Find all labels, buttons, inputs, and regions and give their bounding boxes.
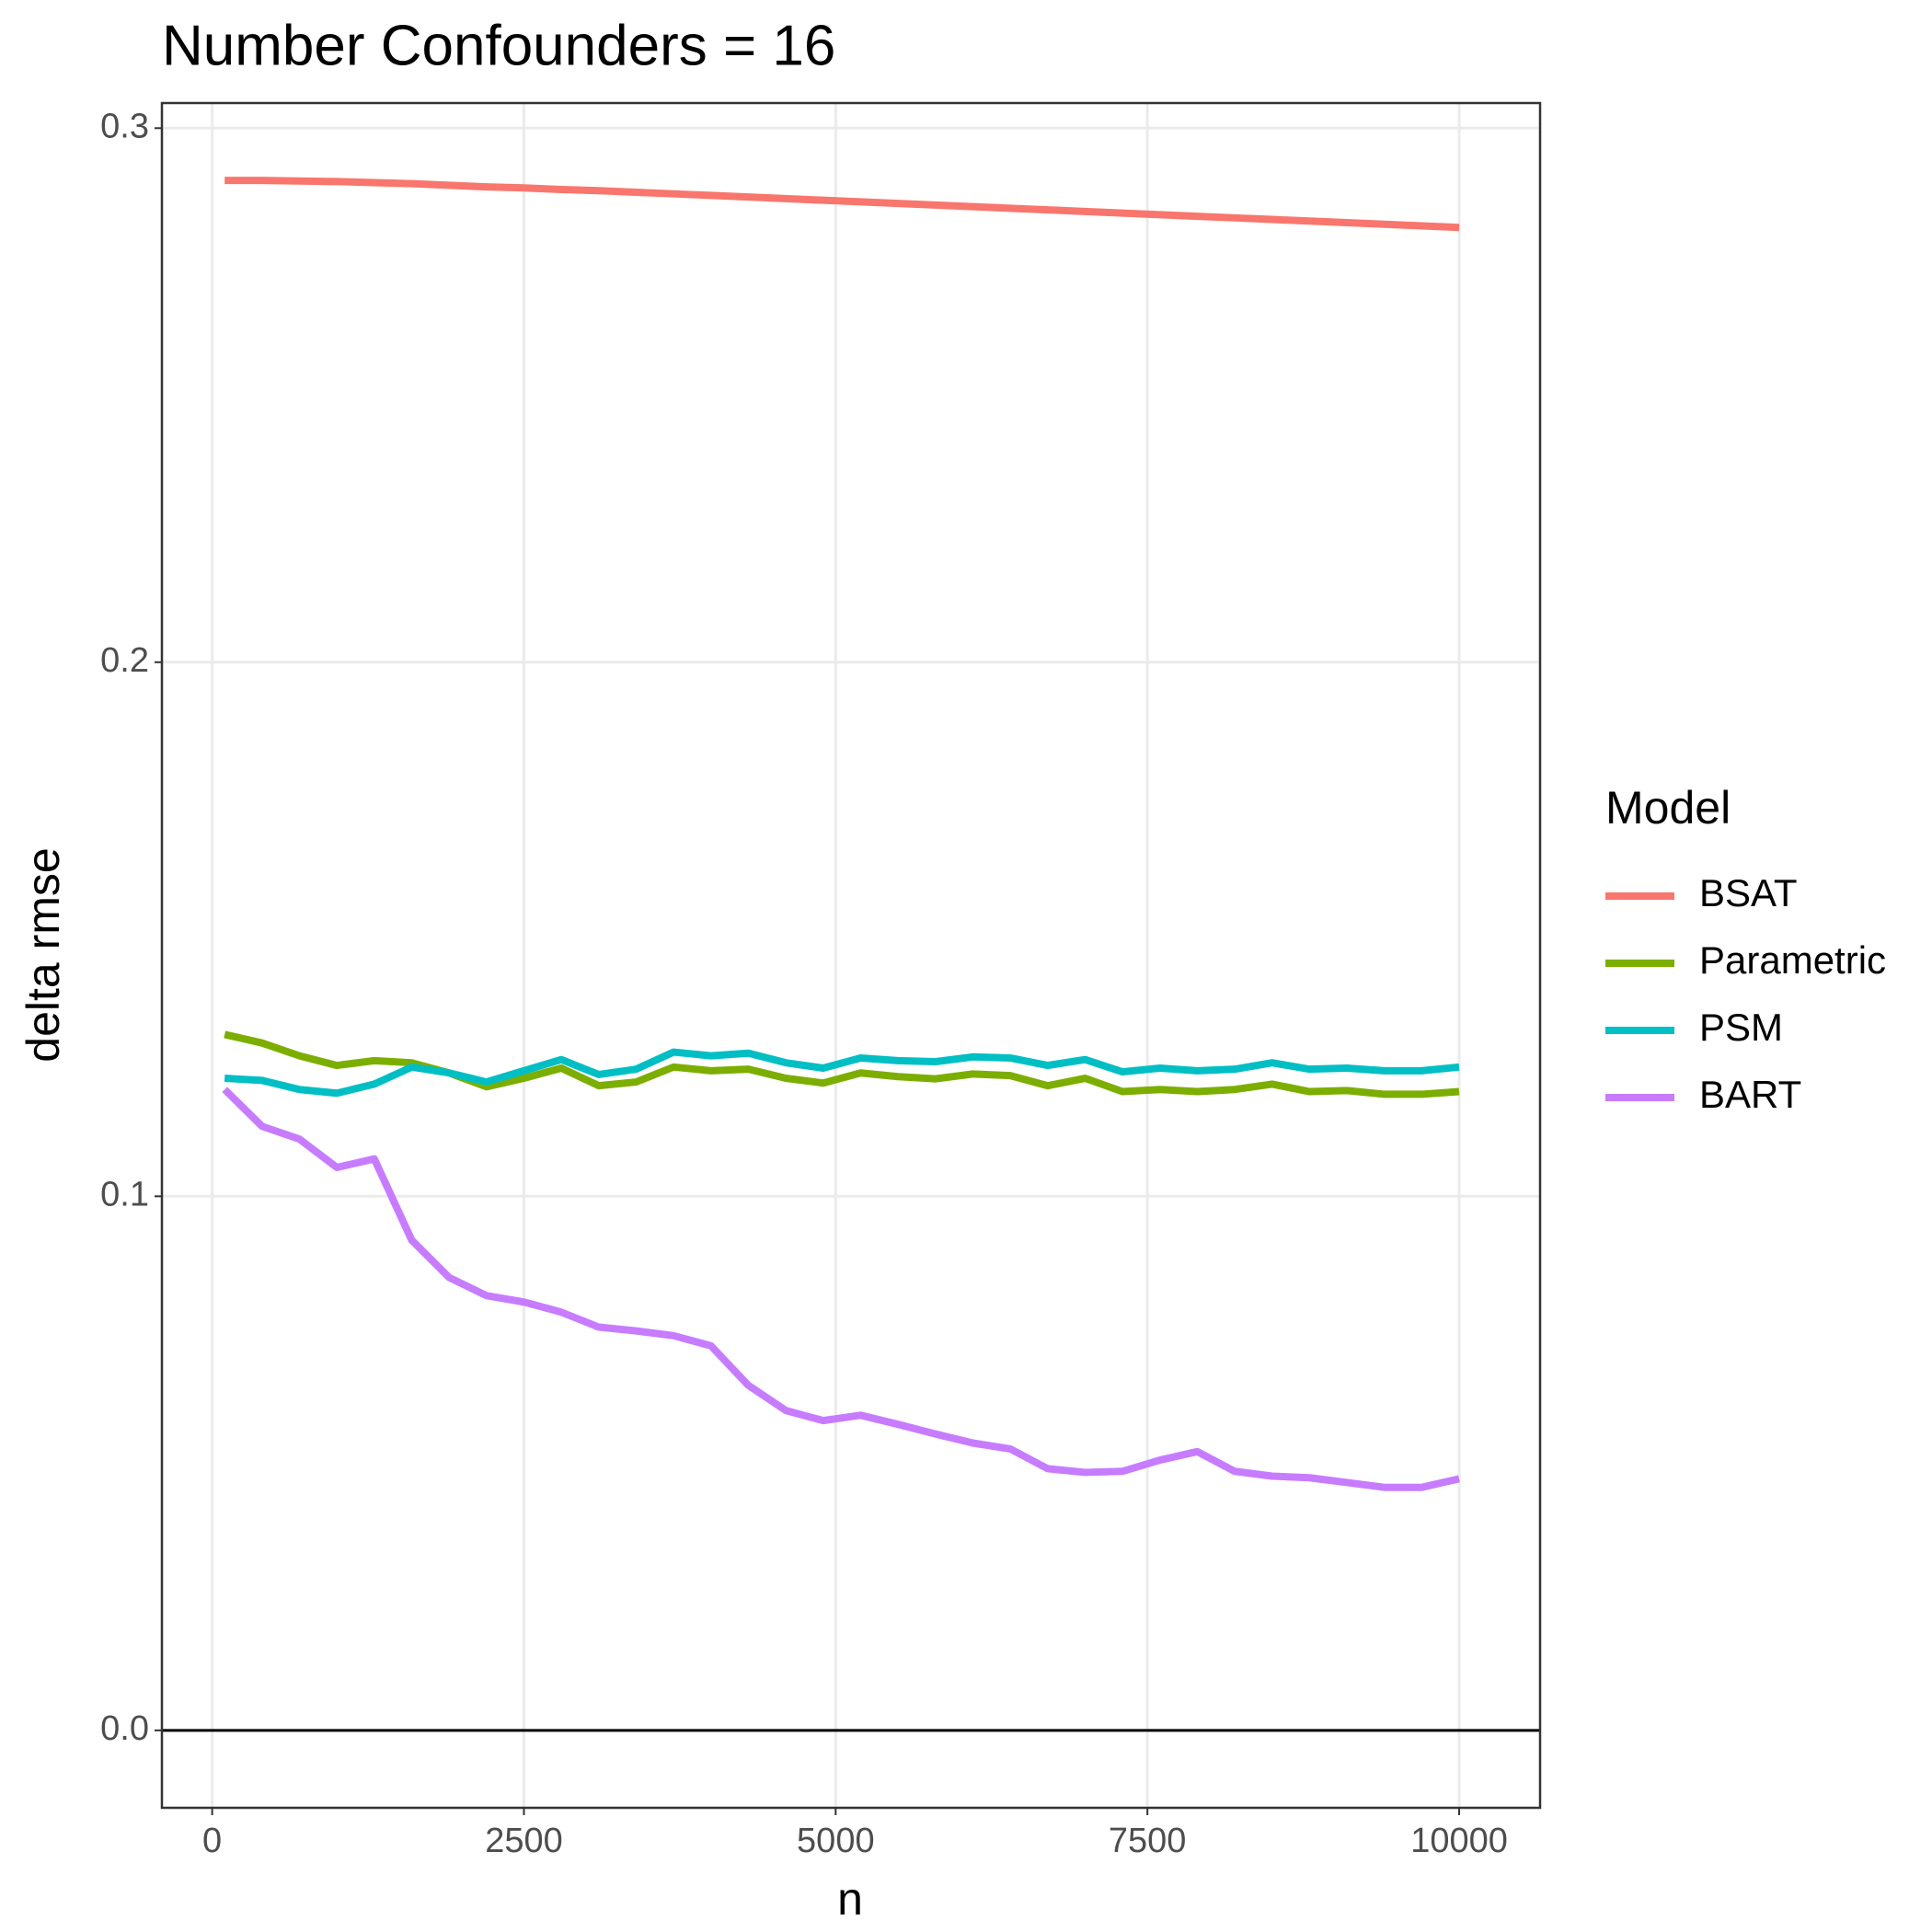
series-line xyxy=(224,177,1460,232)
x-axis-title: n xyxy=(837,1873,863,1925)
chart-title: Number Confounders = 16 xyxy=(162,14,835,77)
x-tick-label: 0 xyxy=(202,1822,222,1860)
x-tick-label: 10000 xyxy=(1410,1822,1508,1860)
x-tick-label: 7500 xyxy=(1109,1822,1187,1860)
legend-label: Parametric xyxy=(1699,938,1886,982)
legend-label: BSAT xyxy=(1699,871,1798,914)
series-line xyxy=(224,1048,1460,1098)
y-axis-title: delta rmse xyxy=(17,847,69,1062)
x-tick-label: 5000 xyxy=(797,1822,875,1860)
series-line xyxy=(222,1087,1460,1491)
legend-label: PSM xyxy=(1699,1006,1783,1049)
legend-title: Model xyxy=(1605,782,1731,834)
y-tick-label: 0.2 xyxy=(100,641,149,680)
y-tick-label: 0.3 xyxy=(100,107,149,145)
y-tick-label: 0.0 xyxy=(100,1709,149,1748)
legend-label: BART xyxy=(1699,1073,1801,1116)
plot-border xyxy=(160,101,1542,1810)
x-tick-label: 2500 xyxy=(485,1822,563,1860)
y-tick-label: 0.1 xyxy=(100,1175,149,1213)
